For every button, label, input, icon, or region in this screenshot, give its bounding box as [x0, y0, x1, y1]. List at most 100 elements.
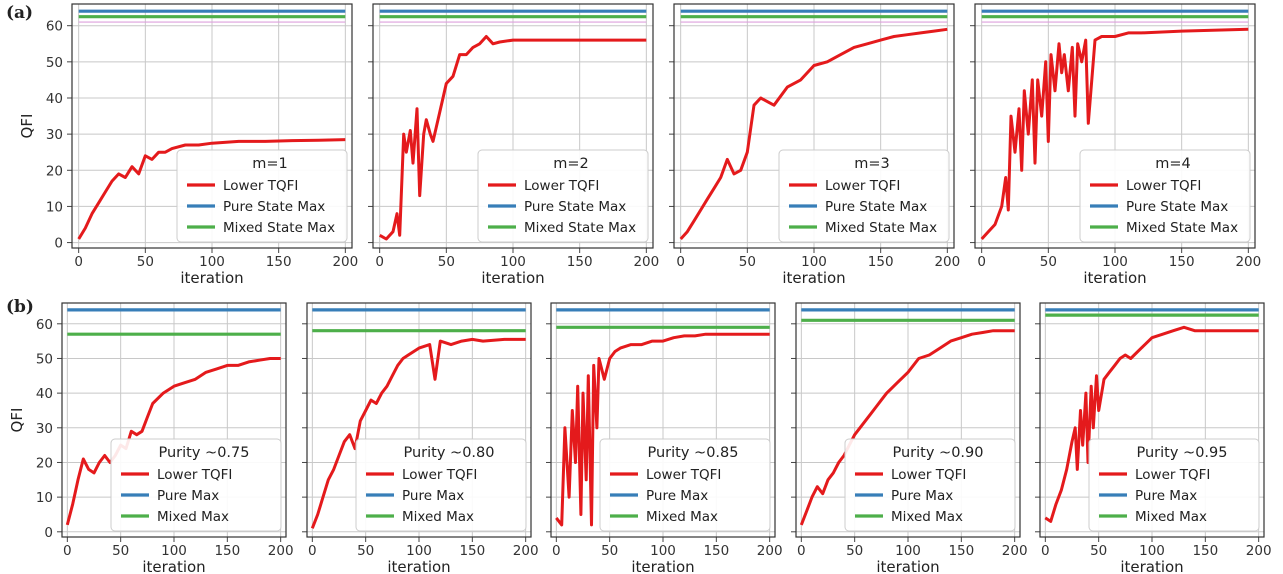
subplots: 0 50 100 150 2000102030405060iterationQFIm=1… [8, 3, 1272, 574]
legend-label-mixed: Mixed State Max [223, 220, 335, 236]
x-tick-label: 0 [1041, 543, 1050, 559]
legend-title: m=4 [1155, 156, 1191, 172]
legend-label-pure: Pure Max [1135, 488, 1197, 504]
subplot-2: 0 50 100 150 200 iteration m=2 Lower TQFI Pure S… [368, 3, 659, 287]
legend-title: m=3 [854, 156, 890, 172]
legend-label-pure: Pure State Max [524, 199, 626, 215]
axes-frame [550, 302, 776, 538]
x-tick-label: 150 [703, 543, 729, 559]
y-tick-label: 40 [46, 91, 63, 107]
x-tick-label: 0 [74, 254, 83, 270]
x-tick-label: 150 [868, 254, 894, 270]
legend-label-mixed: Mixed State Max [1126, 220, 1238, 236]
axes-frame [71, 3, 353, 249]
legend-box [1088, 438, 1260, 532]
x-axis-label: iteration [631, 558, 694, 574]
x-tick-label: 50 [112, 543, 129, 559]
x-tick-label: 200 [268, 543, 294, 559]
legend-title: Purity ~0.90 [893, 445, 984, 461]
y-tick-label: 60 [36, 317, 53, 333]
x-tick-label: 200 [1246, 543, 1272, 559]
subplot-1: 0 50 100 150 200 0 10 20 30 40 50 60 iteration QFI m=1… [18, 3, 358, 287]
legend-title: Purity ~0.75 [159, 445, 250, 461]
x-tick-label: 50 [137, 254, 154, 270]
x-axis-label: iteration [1120, 558, 1183, 574]
x-tick-label: 150 [1192, 543, 1218, 559]
series-line-tqfi [980, 27, 1249, 241]
legend-label-pure: Pure State Max [825, 199, 927, 215]
legend-label-tqfi: Lower TQFI [891, 467, 966, 483]
legend-label-tqfi: Lower TQFI [1135, 467, 1210, 483]
x-tick-label: 150 [266, 254, 292, 270]
x-tick-label: 100 [161, 543, 187, 559]
legend-label-mixed: Mixed State Max [524, 220, 636, 236]
x-tick-label: 150 [567, 254, 593, 270]
legend-label-tqfi: Lower TQFI [825, 178, 900, 194]
legend: Purity ~0.95 Lower TQFI Pure Max Mixed Max [1088, 438, 1260, 532]
legend-box [477, 149, 649, 243]
x-tick-label: 50 [601, 543, 618, 559]
x-tick-label: 50 [438, 254, 455, 270]
series-line-tqfi [799, 329, 1015, 526]
legend-box [778, 149, 950, 243]
x-tick-label: 100 [801, 254, 827, 270]
x-tick-label: 0 [552, 543, 561, 559]
y-tick-label: 50 [36, 351, 53, 367]
legend: Purity ~0.75 Lower TQFI Pure Max Mixed Max [110, 438, 282, 532]
x-tick-label: 200 [332, 254, 358, 270]
subplot-9: 0 50 100 150 200 iteration Purity ~0.95 Lower T… [1035, 302, 1272, 574]
row-label-a: (a) [6, 3, 33, 23]
legend-label-pure: Pure Max [891, 488, 953, 504]
legend-label-tqfi: Lower TQFI [646, 467, 721, 483]
x-tick-label: 50 [357, 543, 374, 559]
legend-label-tqfi: Lower TQFI [402, 467, 477, 483]
series-line-tqfi [679, 27, 948, 241]
x-tick-label: 150 [214, 543, 240, 559]
legend: Purity ~0.90 Lower TQFI Pure Max Mixed Max [844, 438, 1016, 532]
x-tick-label: 100 [199, 254, 225, 270]
y-tick-label: 60 [46, 19, 63, 35]
x-axis-label: iteration [142, 558, 205, 574]
legend-box [1079, 149, 1251, 243]
series-line-tqfi [555, 332, 770, 527]
legend: m=2 Lower TQFI Pure State Max Mixed State M… [477, 149, 649, 243]
y-tick-label: 20 [46, 163, 63, 179]
legend-title: m=2 [553, 156, 589, 172]
legend-label-mixed: Mixed Max [157, 509, 229, 525]
legend-title: Purity ~0.80 [404, 445, 495, 461]
legend-box [176, 149, 348, 243]
x-tick-label: 150 [459, 543, 485, 559]
x-axis-label: iteration [1083, 269, 1146, 287]
series-line-tqfi [310, 337, 526, 529]
legend: m=4 Lower TQFI Pure State Max Mixed State M… [1079, 149, 1251, 243]
x-tick-label: 100 [895, 543, 921, 559]
series-line-tqfi [77, 138, 346, 240]
subplot-5: 0 50 100 150 200 0 10 20 30 40 50 60 iteration QFI Pur… [8, 302, 294, 574]
y-tick-label: 10 [36, 490, 53, 506]
legend-title: m=1 [252, 156, 288, 172]
legend-box [355, 438, 527, 532]
legend-label-tqfi: Lower TQFI [157, 467, 232, 483]
y-tick-label: 40 [36, 386, 53, 402]
y-tick-label: 30 [46, 127, 63, 143]
x-tick-label: 100 [650, 543, 676, 559]
x-tick-label: 0 [63, 543, 72, 559]
y-tick-label: 30 [36, 421, 53, 437]
x-axis-label: iteration [782, 269, 845, 287]
x-tick-label: 0 [977, 254, 986, 270]
legend-label-pure: Pure Max [402, 488, 464, 504]
x-tick-label: 0 [676, 254, 685, 270]
axes-frame [61, 302, 287, 538]
x-tick-label: 100 [1102, 254, 1128, 270]
legend-box [110, 438, 282, 532]
legend-title: Purity ~0.95 [1137, 445, 1228, 461]
legend: Purity ~0.85 Lower TQFI Pure Max Mixed Max [599, 438, 771, 532]
x-tick-label: 150 [1169, 254, 1195, 270]
y-tick-label: 50 [46, 55, 63, 71]
legend-label-mixed: Mixed State Max [825, 220, 937, 236]
row-label-b: (b) [6, 297, 34, 317]
x-tick-label: 150 [948, 543, 974, 559]
y-tick-label: 0 [44, 525, 53, 541]
legend-label-mixed: Mixed Max [891, 509, 963, 525]
